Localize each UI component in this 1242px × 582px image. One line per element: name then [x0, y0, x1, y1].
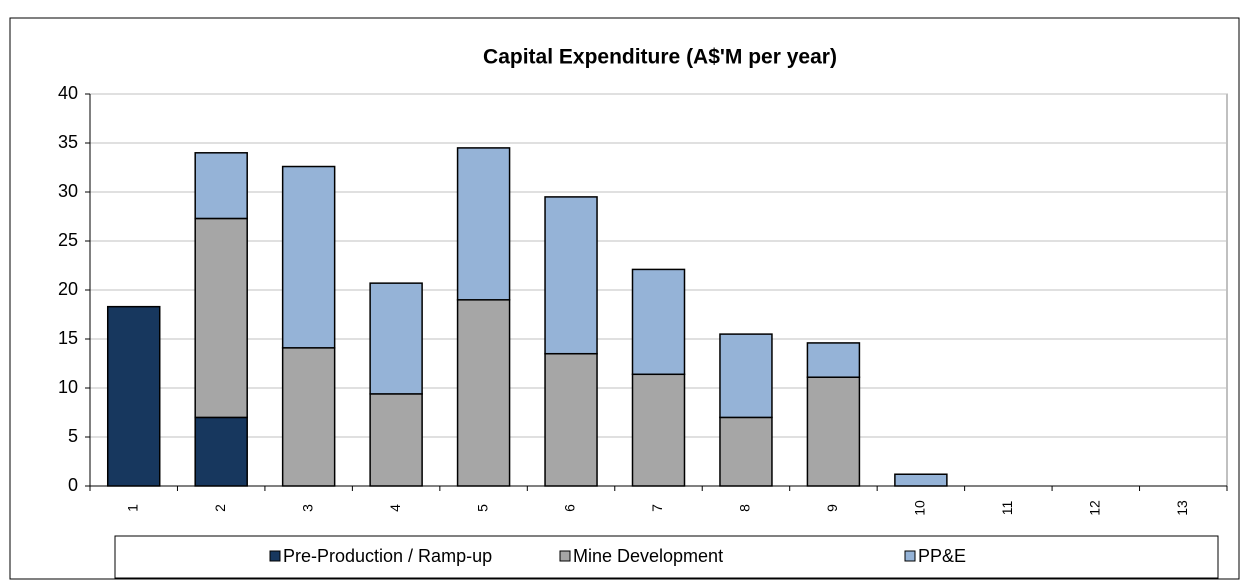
- y-tick-label: 0: [68, 475, 78, 495]
- bar-segment: [631, 373, 686, 487]
- x-tick-label: 3: [299, 504, 315, 512]
- x-tick-label: 4: [387, 504, 403, 512]
- bar-segment: [456, 147, 511, 301]
- legend-box: [114, 535, 1219, 579]
- bar-segment: [194, 217, 248, 419]
- legend-swatch: [269, 550, 281, 562]
- x-tick-label: 11: [999, 501, 1015, 516]
- bar-segment: [456, 299, 511, 487]
- legend-label: Pre-Production / Ramp-up: [283, 546, 492, 566]
- x-tick-label: 8: [737, 504, 753, 512]
- bar-segment: [806, 342, 861, 378]
- legend-swatch: [904, 550, 916, 562]
- legend-swatch: [559, 550, 571, 562]
- y-tick-label: 25: [58, 230, 78, 250]
- bar-segment: [544, 352, 598, 487]
- x-tick-label: 6: [562, 504, 578, 512]
- x-tick-label: 9: [824, 504, 840, 512]
- bar-segment: [806, 376, 861, 487]
- legend-label: PP&E: [918, 546, 966, 566]
- bar-segment: [719, 333, 773, 419]
- bar-segment: [719, 416, 773, 487]
- x-tick-label: 2: [212, 504, 228, 512]
- y-tick-label: 20: [58, 279, 78, 299]
- bar-segment: [281, 165, 336, 349]
- x-tick-label: 1: [124, 504, 140, 512]
- x-tick-label: 7: [649, 504, 665, 512]
- bar-segment: [194, 416, 248, 487]
- y-tick-label: 40: [58, 83, 78, 103]
- y-tick-label: 30: [58, 181, 78, 201]
- y-tick-label: 10: [58, 377, 78, 397]
- bar-segment: [281, 347, 336, 487]
- bar-segment: [544, 196, 598, 355]
- x-tick-label: 10: [912, 500, 928, 516]
- x-tick-label: 13: [1174, 500, 1190, 516]
- x-tick-label: 5: [474, 504, 490, 512]
- bar-segment: [194, 152, 248, 220]
- bar-segment: [894, 473, 948, 487]
- bar-segment: [369, 282, 423, 395]
- y-tick-label: 5: [68, 426, 78, 446]
- bar-segment: [369, 393, 423, 487]
- y-tick-label: 35: [58, 132, 78, 152]
- legend-label: Mine Development: [573, 546, 723, 566]
- chart-title: Capital Expenditure (A$'M per year): [483, 46, 837, 69]
- bar-segment: [631, 268, 686, 376]
- x-tick-label: 12: [1087, 500, 1103, 516]
- bar-segment: [106, 305, 161, 487]
- y-tick-label: 15: [58, 328, 78, 348]
